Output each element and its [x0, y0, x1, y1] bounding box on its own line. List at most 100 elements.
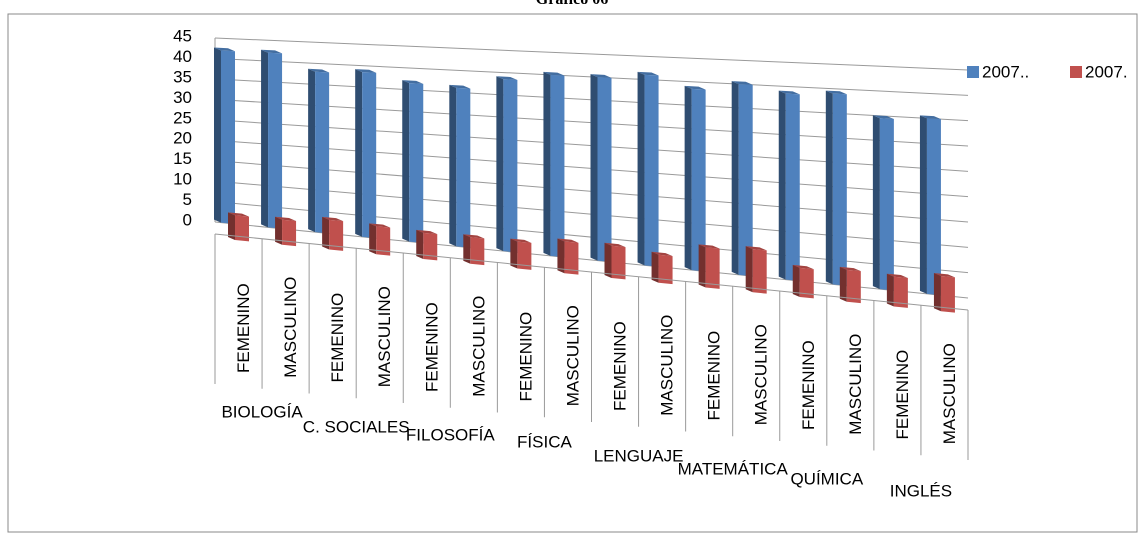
x-tick-label: MASCULINO	[752, 324, 771, 425]
bar	[738, 84, 753, 277]
bar-top	[416, 229, 438, 235]
y-tick-label: 35	[173, 67, 192, 86]
x-group-label: MATEMÁTICA	[678, 459, 789, 478]
y-tick-label: 20	[173, 129, 192, 148]
x-tick-label: MASCULINO	[375, 286, 394, 387]
bar-side	[933, 273, 941, 312]
bar-top	[543, 71, 565, 76]
bar-side	[872, 115, 880, 290]
x-tick-label: MASCULINO	[658, 315, 677, 416]
bar-side	[919, 115, 927, 294]
bar-side	[275, 216, 283, 245]
bar-side	[402, 80, 410, 242]
bar-side	[369, 223, 377, 255]
bar-side	[731, 81, 739, 275]
x-tick-label: FEMENINO	[893, 350, 912, 440]
x-group-label: FILOSOFÍA	[406, 425, 495, 444]
y-tick-label: 25	[173, 108, 192, 127]
bar-top	[590, 74, 612, 78]
x-group-label: FÍSICA	[517, 432, 572, 451]
bar	[456, 87, 471, 248]
bar-side	[416, 229, 424, 260]
bar	[597, 77, 612, 263]
bar-top	[684, 85, 706, 90]
bar	[362, 72, 377, 239]
bar-side	[543, 71, 551, 256]
bar-side	[214, 47, 221, 223]
x-tick-label: MASCULINO	[940, 343, 959, 444]
bar-top	[933, 273, 955, 278]
bar-side	[557, 238, 565, 274]
bar-top	[228, 212, 249, 217]
grid-line	[214, 37, 969, 71]
chart-border	[7, 13, 1138, 533]
y-tick-label: 15	[173, 149, 192, 168]
bar	[550, 74, 565, 258]
bar-side	[839, 266, 847, 302]
y-tick-label: 0	[183, 210, 192, 229]
bar-top	[745, 246, 767, 251]
bar	[517, 241, 532, 270]
x-group-label: QUÍMICA	[790, 469, 863, 488]
x-tick-label: MASCULINO	[469, 296, 488, 397]
bar-top	[355, 69, 377, 73]
bar-top	[275, 216, 297, 222]
bar-top	[214, 47, 235, 52]
x-tick-label: FEMENINO	[705, 331, 724, 421]
bar-side	[590, 74, 598, 261]
y-tick-label: 10	[173, 170, 192, 189]
bar	[376, 226, 391, 256]
bar-top	[604, 242, 626, 248]
category-axis	[214, 233, 969, 311]
bar-top	[496, 76, 518, 80]
bar	[329, 219, 344, 251]
bar-side	[355, 69, 363, 237]
bar	[644, 74, 659, 267]
x-tick-label: FEMENINO	[611, 321, 630, 411]
x-group-label: C. SOCIALES	[303, 417, 410, 436]
x-tick-label: MASCULINO	[563, 305, 582, 406]
bar-side	[637, 71, 645, 266]
bar-side	[510, 238, 518, 269]
bar-side	[261, 49, 269, 228]
bar	[893, 276, 908, 308]
bar-top	[369, 223, 391, 228]
bar	[799, 267, 814, 299]
y-tick-label: 40	[173, 47, 192, 66]
bar-top	[308, 68, 330, 73]
bar	[315, 71, 330, 234]
bar	[832, 93, 847, 286]
bar	[846, 269, 861, 304]
bar-side	[698, 244, 706, 288]
bar-top	[872, 115, 894, 120]
bar-top	[839, 266, 861, 272]
bar-top	[792, 264, 814, 270]
bar-side	[308, 68, 316, 233]
bar	[611, 245, 626, 280]
x-tick-label: FEMENINO	[422, 302, 441, 392]
bar-side	[684, 85, 692, 271]
x-tick-label: FEMENINO	[799, 340, 818, 430]
bar	[879, 118, 894, 291]
bar	[564, 241, 579, 275]
bar-top	[510, 238, 532, 243]
bar-top	[402, 80, 424, 84]
bar-top	[637, 71, 659, 76]
bar-side	[604, 242, 612, 279]
legend-swatch	[967, 66, 979, 78]
bar	[423, 232, 438, 261]
x-tick-label: FEMENINO	[328, 293, 347, 383]
x-group-label: BIOLOGÍA	[221, 402, 303, 421]
bar-side	[322, 216, 330, 250]
bar	[503, 79, 518, 253]
x-tick-label: FEMENINO	[516, 312, 535, 402]
bar	[940, 276, 955, 313]
bar	[705, 247, 720, 289]
bar-side	[886, 273, 894, 307]
bar	[235, 215, 249, 242]
y-tick-label: 30	[173, 88, 192, 107]
bar	[691, 88, 706, 272]
bar	[268, 52, 283, 229]
x-tick-label: MASCULINO	[846, 334, 865, 435]
